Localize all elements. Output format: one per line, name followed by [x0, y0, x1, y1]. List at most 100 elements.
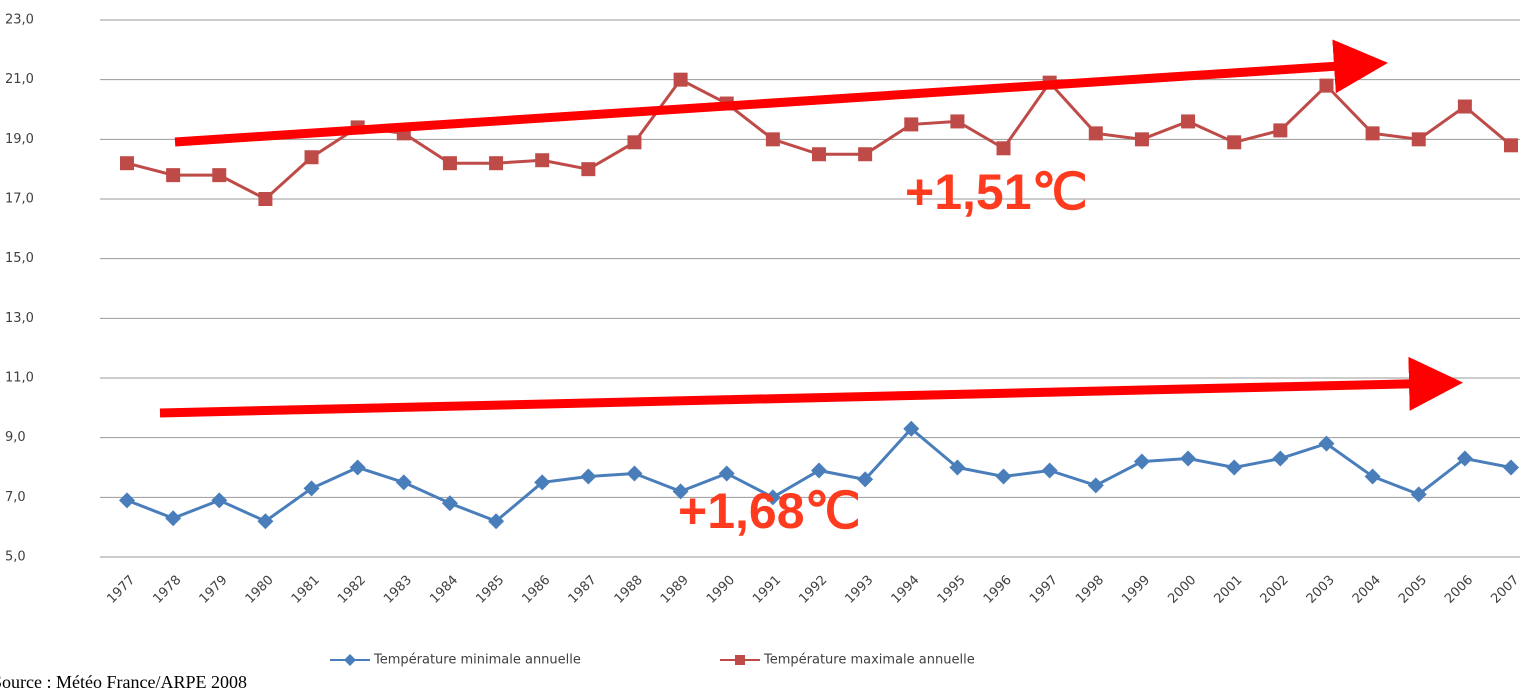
x-tick-label: 2006 — [1442, 573, 1476, 607]
annotation: +1,51℃ — [905, 164, 1088, 220]
marker — [718, 465, 735, 482]
marker — [1319, 78, 1334, 93]
marker — [211, 492, 228, 509]
x-tick-label: 1982 — [335, 573, 369, 607]
marker — [119, 492, 135, 509]
x-tick-label: 1995 — [935, 573, 969, 607]
x-tick-label: 1981 — [289, 573, 323, 607]
marker — [581, 162, 596, 177]
x-tick-label: 1996 — [981, 573, 1015, 607]
marker — [765, 132, 780, 147]
marker — [166, 168, 181, 183]
x-tick-label: 1994 — [889, 573, 923, 607]
y-tick-label: 13,0 — [5, 311, 34, 326]
x-tick-label: 2000 — [1165, 573, 1199, 607]
marker — [672, 483, 689, 500]
marker — [488, 513, 505, 530]
legend-marker — [344, 654, 356, 666]
marker — [1227, 135, 1242, 150]
marker — [858, 147, 873, 162]
marker — [1134, 132, 1149, 147]
marker — [303, 480, 320, 497]
marker — [1364, 468, 1381, 485]
marker — [580, 468, 597, 485]
marker — [1273, 123, 1288, 138]
marker — [857, 471, 874, 488]
marker — [1272, 450, 1289, 467]
x-tick-label: 1990 — [704, 573, 738, 607]
marker — [903, 420, 920, 437]
marker — [1041, 462, 1058, 479]
y-tick-label: 19,0 — [5, 132, 34, 147]
x-tick-label: 1998 — [1073, 573, 1107, 607]
marker — [812, 147, 826, 162]
x-tick-label: 1989 — [658, 573, 692, 607]
y-tick-label: 17,0 — [5, 192, 34, 207]
marker — [257, 513, 274, 530]
x-tick-label: 1984 — [427, 573, 461, 607]
x-tick-label: 2001 — [1211, 573, 1245, 607]
marker — [441, 495, 458, 512]
x-tick-label: 1999 — [1119, 573, 1153, 607]
x-tick-label: 1986 — [519, 573, 553, 607]
marker — [165, 510, 182, 527]
marker — [1503, 459, 1519, 476]
y-tick-label: 7,0 — [5, 490, 26, 505]
marker — [627, 135, 642, 150]
marker — [1504, 138, 1518, 153]
trend-arrow — [174, 39, 1388, 147]
marker — [764, 489, 781, 506]
marker — [349, 459, 366, 476]
marker — [1411, 132, 1426, 147]
marker — [1181, 114, 1196, 129]
x-tick-label: 1978 — [150, 573, 184, 607]
marker — [535, 153, 550, 168]
x-tick-label: 2007 — [1488, 573, 1522, 607]
x-tick-label: 1991 — [750, 573, 784, 607]
x-tick-label: 1993 — [842, 573, 876, 607]
marker — [1226, 459, 1243, 476]
marker — [1133, 453, 1150, 470]
marker — [1180, 450, 1197, 467]
y-tick-label: 23,0 — [5, 13, 34, 28]
marker — [1087, 477, 1104, 494]
x-tick-label: 1983 — [381, 573, 415, 607]
marker — [304, 150, 319, 165]
marker — [626, 465, 643, 482]
marker — [534, 474, 551, 491]
marker — [258, 192, 273, 206]
y-tick-label: 9,0 — [5, 430, 26, 445]
x-tick-label: 2005 — [1396, 573, 1430, 607]
x-tick-label: 1992 — [796, 573, 830, 607]
legend-marker — [735, 655, 745, 665]
marker — [996, 141, 1011, 156]
x-tick-label: 1977 — [104, 573, 138, 607]
y-tick-label: 15,0 — [5, 251, 34, 266]
marker — [395, 474, 412, 491]
annotation: +1,68℃ — [678, 483, 861, 539]
marker — [1365, 126, 1380, 141]
marker — [1457, 99, 1472, 114]
marker — [995, 468, 1012, 485]
marker — [1410, 486, 1427, 503]
x-tick-label: 1987 — [566, 573, 600, 607]
marker — [950, 114, 965, 129]
marker — [673, 72, 688, 87]
marker — [811, 462, 827, 479]
trend-arrow — [159, 356, 1463, 418]
y-tick-label: 21,0 — [5, 72, 34, 87]
x-tick-label: 2004 — [1350, 573, 1384, 607]
y-tick-label: 11,0 — [5, 371, 34, 386]
y-tick-label: 5,0 — [5, 550, 26, 565]
x-tick-label: 2003 — [1304, 573, 1338, 607]
marker — [120, 156, 134, 171]
x-tick-label: 1985 — [473, 573, 507, 607]
x-tick-label: 1980 — [243, 573, 277, 607]
x-tick-label: 1979 — [197, 573, 231, 607]
marker — [949, 459, 966, 476]
marker — [489, 156, 504, 171]
x-tick-label: 1988 — [612, 573, 646, 607]
marker — [1318, 435, 1335, 452]
source: Source : Météo France/ARPE 2008 — [0, 672, 247, 691]
